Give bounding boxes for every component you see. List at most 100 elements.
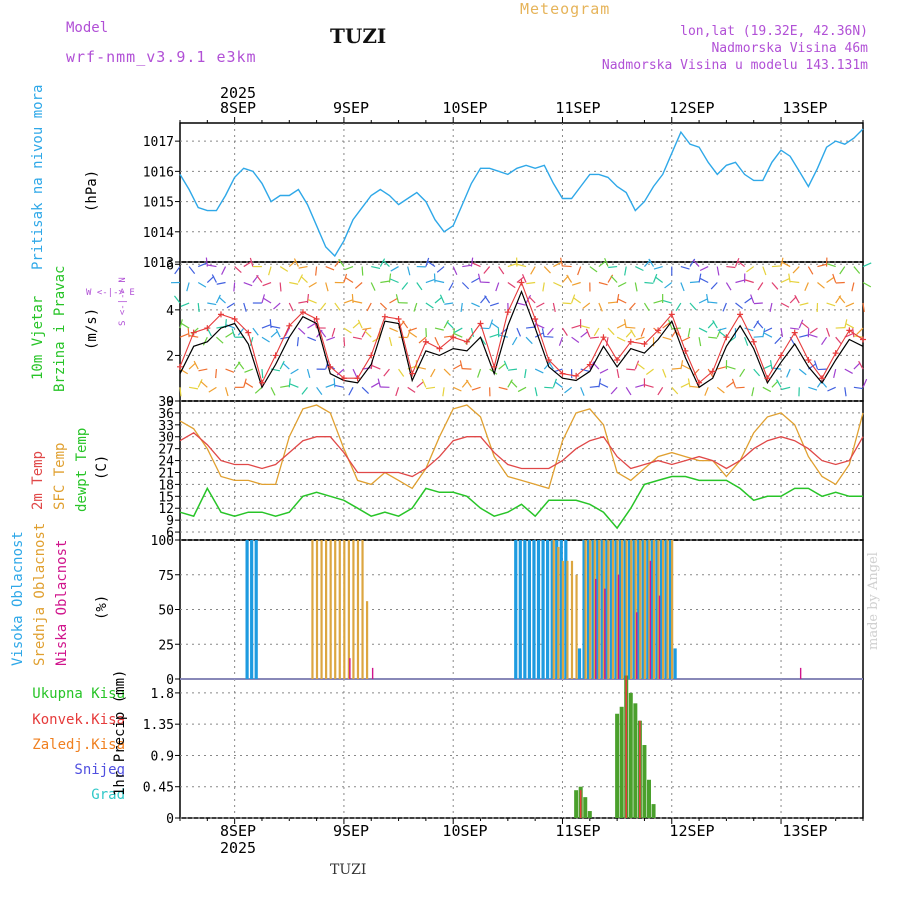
wind-arrow (534, 368, 544, 374)
low-cloud-bar (349, 658, 351, 679)
wind-arrow (628, 302, 636, 311)
wind-arrow (198, 368, 208, 372)
wind-arrow (826, 302, 836, 307)
wind-arrow (517, 386, 527, 393)
wind-arrow (607, 327, 615, 336)
wind-arrow (699, 266, 709, 272)
date-bottom-0: 8SEP (219, 822, 257, 840)
wind-gust-marker (231, 315, 238, 322)
wind-arrow (252, 327, 259, 336)
wind-arrow (528, 296, 536, 304)
wind-arrow (364, 330, 372, 338)
total-rain-bar (651, 804, 656, 818)
wind-arrow (351, 293, 354, 304)
wind-gust-marker (177, 363, 183, 370)
panel-frame-2 (179, 400, 864, 541)
wind-arrow (753, 302, 763, 305)
wind-arrow (256, 274, 263, 283)
high-cloud-bar (605, 540, 609, 679)
high-cloud-bar (623, 540, 627, 679)
wind-arrow (564, 386, 572, 394)
wind-arrow (735, 279, 745, 284)
high-cloud-bar (618, 540, 623, 679)
wind-arrow (325, 383, 335, 388)
wind-arrow (792, 266, 800, 274)
wind-arrow (460, 302, 463, 313)
wind-arrow (774, 336, 782, 345)
wind-arrow (454, 327, 463, 333)
wind-arrow (675, 302, 682, 311)
wind-arrow (288, 302, 294, 312)
wind-arrow (262, 281, 272, 287)
wind-arrow (216, 281, 226, 285)
mid-cloud-bar (598, 540, 601, 679)
wind-arrow (297, 327, 306, 335)
wind-arrow (333, 378, 336, 388)
wind-arrow (604, 257, 609, 267)
wind-arrow (315, 266, 318, 276)
y-tick-label-2: 15 (158, 490, 174, 505)
y-tick-label-3: 25 (158, 638, 174, 653)
wind-gust-marker (477, 320, 484, 327)
wind-arrow (226, 302, 235, 309)
wind-arrow (598, 302, 603, 312)
low-cloud-bar (617, 574, 620, 679)
wind-arrow (296, 337, 299, 347)
wind-arrow (197, 281, 207, 288)
high-cloud-bar (627, 540, 632, 679)
wind-arrow (589, 336, 599, 339)
wind-arrow (408, 327, 417, 332)
wind-arrow (762, 266, 767, 276)
wind-arrow (717, 366, 727, 370)
wind-arrow (370, 382, 380, 388)
wind-arrow (208, 386, 217, 393)
high-cloud-bar (646, 540, 650, 679)
date-top-1: 9SEP (332, 99, 370, 117)
wind-arrow (598, 281, 608, 286)
wind-arrow (541, 328, 545, 338)
high-cloud-bar (637, 540, 641, 679)
wind-arrow (326, 336, 336, 341)
wind-arrow (352, 336, 362, 340)
wind-arrow (271, 325, 281, 329)
wind-arrow (273, 302, 281, 310)
wind-arrow (593, 327, 600, 337)
wind-arrow (489, 302, 499, 307)
y-tick-label-0: 1016 (143, 165, 174, 180)
wind-arrow (306, 294, 310, 304)
wind-arrow (552, 302, 556, 312)
y-tick-label-1: 4 (166, 304, 174, 319)
wind-arrow (573, 297, 582, 304)
wind-arrow (708, 301, 718, 304)
wind-arrow (289, 383, 299, 388)
high-cloud-bar (536, 540, 541, 679)
wind-arrow (689, 281, 699, 284)
wind-gust-marker (655, 327, 662, 334)
wind-arrow (288, 378, 291, 388)
wind-arrow (804, 282, 809, 292)
wind-arrow (313, 319, 318, 329)
wind-arrow (636, 363, 645, 370)
wind-arrow (862, 262, 872, 268)
wind-arrow (442, 387, 445, 397)
wind-arrow (366, 302, 372, 312)
total-rain-bar (619, 706, 624, 818)
total-rain-bar (574, 790, 579, 818)
wind-arrow (644, 384, 654, 388)
wind-arrow (498, 386, 508, 391)
wind-arrow (598, 260, 607, 268)
wind-arrow (298, 265, 308, 269)
wind-arrow (536, 302, 545, 308)
wind-arrow (179, 387, 182, 397)
wind-arrow (844, 368, 853, 374)
wind-arrow (571, 281, 581, 286)
wind-arrow (319, 302, 327, 311)
wind-gust-marker (819, 375, 826, 382)
wind-arrow (269, 319, 272, 329)
wind-arrow (617, 281, 627, 288)
wind-arrow (243, 261, 252, 268)
wind-gust-marker (422, 338, 429, 345)
y-tick-label-4: 0.45 (143, 781, 174, 796)
wind-arrow (308, 299, 317, 304)
wind-arrow (643, 302, 650, 311)
